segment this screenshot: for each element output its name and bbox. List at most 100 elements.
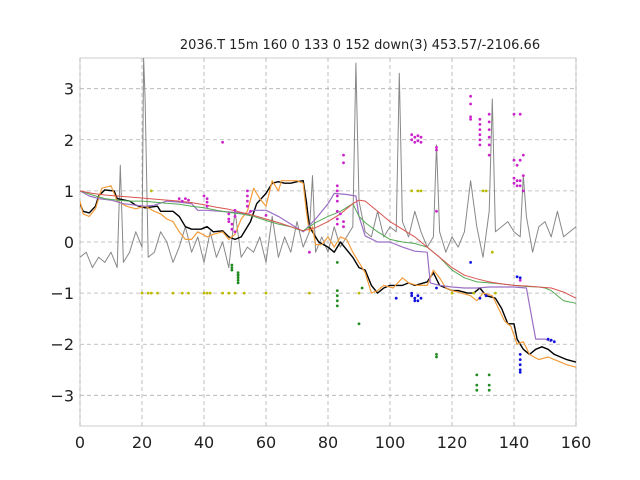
marker-blue-points xyxy=(435,286,438,290)
marker-yellow-points xyxy=(242,291,246,295)
marker-magenta-points xyxy=(487,135,491,139)
marker-blue-points xyxy=(546,337,550,341)
marker-yellow-points xyxy=(202,291,206,295)
series-line-slow-red xyxy=(80,190,576,299)
marker-yellow-points xyxy=(357,291,361,295)
y-tick-label: −3 xyxy=(50,386,74,405)
marker-yellow-points xyxy=(410,189,414,193)
marker-yellow-points xyxy=(221,291,225,295)
marker-green-points xyxy=(487,373,491,377)
marker-magenta-points xyxy=(335,184,339,188)
marker-yellow-points xyxy=(227,291,231,295)
marker-magenta-points xyxy=(342,161,345,165)
marker-yellow-points xyxy=(149,291,153,295)
series-line-fast xyxy=(80,180,576,368)
marker-magenta-points xyxy=(342,220,345,224)
marker-magenta-points xyxy=(264,214,268,217)
marker-yellow-points xyxy=(233,291,237,295)
marker-magenta-points xyxy=(478,133,482,137)
marker-magenta-points xyxy=(521,174,525,178)
marker-yellow-points xyxy=(180,291,184,295)
marker-magenta-points xyxy=(478,123,482,126)
marker-magenta-points xyxy=(512,112,516,116)
marker-yellow-points xyxy=(208,291,212,295)
marker-green-points xyxy=(335,304,339,308)
marker-layer xyxy=(140,94,556,392)
marker-magenta-points xyxy=(246,189,249,193)
marker-magenta-points xyxy=(335,222,339,226)
marker-blue-points xyxy=(484,294,488,298)
marker-magenta-points xyxy=(335,209,339,213)
marker-green-points xyxy=(236,276,240,280)
marker-magenta-points xyxy=(221,140,225,144)
marker-magenta-points xyxy=(518,179,522,183)
marker-magenta-points xyxy=(518,278,522,282)
marker-magenta-points xyxy=(410,138,414,142)
tick-labels: 0 20 40 60 80 100 120 140 160 3 2 1 0 −1 −2 −3 xyxy=(50,80,591,452)
marker-yellow-points xyxy=(146,291,150,295)
marker-yellow-points xyxy=(205,291,209,295)
marker-magenta-points xyxy=(435,146,438,149)
marker-yellow-points xyxy=(481,189,485,193)
x-tick-label: 100 xyxy=(375,433,406,452)
marker-green-points xyxy=(435,355,438,359)
marker-yellow-points xyxy=(149,189,153,193)
marker-green-points xyxy=(236,281,240,285)
marker-green-points xyxy=(487,388,491,392)
marker-magenta-points xyxy=(246,199,249,203)
y-tick-label: 2 xyxy=(64,131,74,150)
marker-yellow-points xyxy=(187,291,190,295)
marker-magenta-points xyxy=(233,215,237,218)
marker-magenta-points xyxy=(435,148,438,152)
marker-magenta-points xyxy=(339,212,342,216)
marker-magenta-points xyxy=(246,194,249,198)
marker-green-points xyxy=(236,278,240,282)
marker-magenta-points xyxy=(187,198,190,202)
marker-magenta-points xyxy=(227,217,231,221)
marker-magenta-points xyxy=(512,181,516,185)
marker-magenta-points xyxy=(478,128,482,132)
marker-magenta-points xyxy=(184,197,187,201)
marker-magenta-points xyxy=(419,140,423,144)
marker-green-points xyxy=(475,388,479,392)
marker-magenta-points xyxy=(515,179,519,183)
marker-green-points xyxy=(335,289,339,292)
marker-blue-points xyxy=(518,368,522,372)
marker-blue-points xyxy=(552,340,556,344)
marker-blue-points xyxy=(419,296,423,300)
marker-magenta-points xyxy=(512,158,516,162)
marker-magenta-points xyxy=(342,153,345,157)
marker-magenta-points xyxy=(521,153,525,157)
marker-yellow-points xyxy=(419,189,423,193)
y-tick-label: 1 xyxy=(64,182,74,201)
marker-magenta-points xyxy=(478,143,482,147)
marker-magenta-points xyxy=(230,227,234,231)
marker-magenta-points xyxy=(521,189,525,193)
series-line-mid-purple xyxy=(80,190,552,343)
marker-magenta-points xyxy=(469,115,472,119)
marker-blue-points xyxy=(469,261,472,264)
marker-yellow-points xyxy=(450,291,454,295)
marker-magenta-points xyxy=(487,120,491,124)
marker-magenta-points xyxy=(308,250,311,254)
marker-green-points xyxy=(487,383,491,387)
x-tick-label: 120 xyxy=(437,433,468,452)
marker-yellow-points xyxy=(472,291,476,295)
x-tick-label: 80 xyxy=(318,433,338,452)
marker-magenta-points xyxy=(205,204,209,208)
marker-blue-points xyxy=(518,363,522,367)
marker-magenta-points xyxy=(435,209,438,213)
marker-green-points xyxy=(475,373,479,377)
marker-yellow-points xyxy=(264,291,268,295)
marker-magenta-points xyxy=(413,135,417,139)
marker-magenta-points xyxy=(230,222,234,226)
marker-blue-points xyxy=(416,299,420,303)
marker-magenta-points xyxy=(180,199,184,203)
marker-magenta-points xyxy=(478,117,482,121)
marker-magenta-points xyxy=(469,94,472,98)
marker-blue-points xyxy=(413,299,417,303)
marker-green-points xyxy=(360,286,364,290)
marker-magenta-points xyxy=(202,194,206,198)
